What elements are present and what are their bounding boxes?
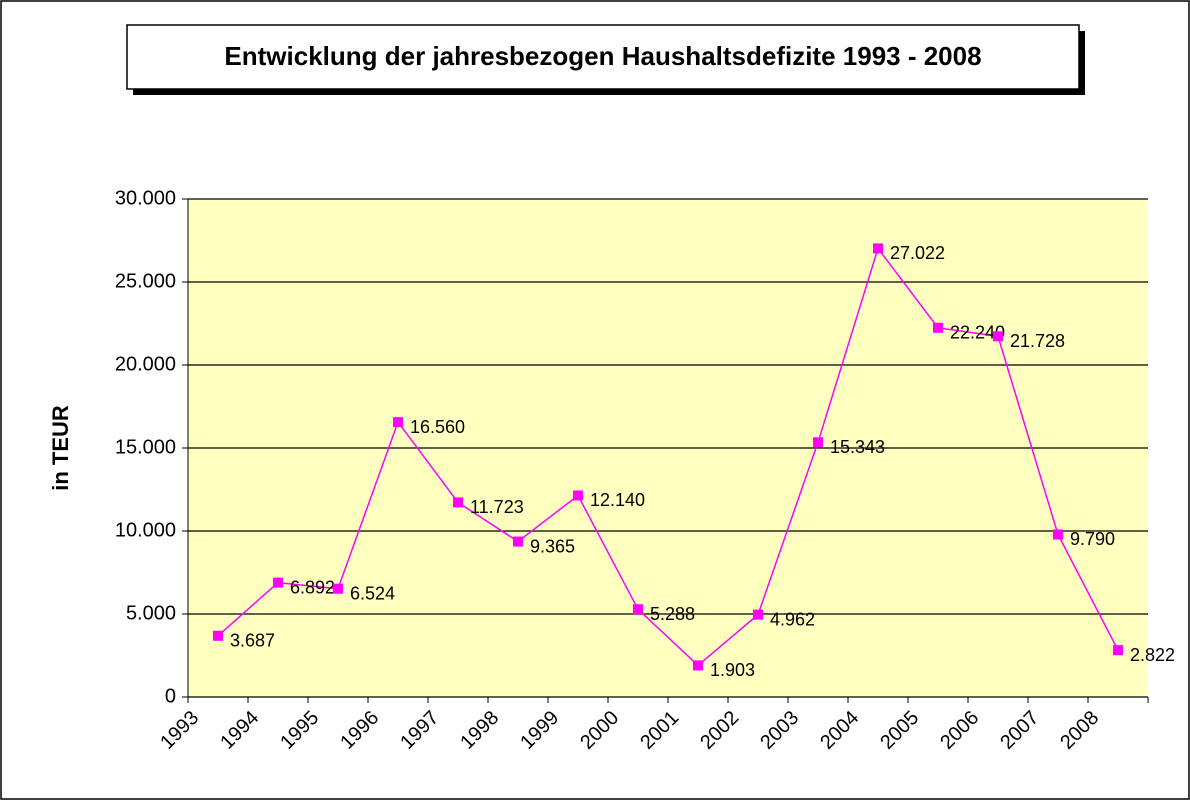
data-label: 6.892 (290, 577, 335, 597)
data-label: 6.524 (350, 583, 395, 603)
data-marker (753, 609, 763, 620)
y-tick-label: 0 (165, 685, 176, 707)
y-tick-label: 30.000 (115, 187, 176, 209)
data-marker (333, 583, 343, 594)
data-label: 9.790 (1070, 529, 1115, 549)
data-marker (393, 417, 403, 428)
data-label: 15.343 (830, 437, 885, 457)
data-label: 9.365 (530, 536, 575, 556)
title-box (126, 24, 1080, 90)
y-tick-label: 10.000 (115, 519, 176, 541)
data-label: 5.288 (650, 604, 695, 624)
data-marker (933, 322, 943, 333)
data-line (217, 246, 1119, 667)
data-marker (213, 630, 223, 641)
data-marker (1113, 645, 1123, 656)
data-label: 12.140 (590, 490, 645, 510)
data-marker (693, 660, 703, 671)
y-axis-label: in TEUR (48, 405, 73, 491)
y-tick-label: 5.000 (126, 602, 176, 624)
data-label: 1.903 (710, 660, 755, 680)
data-label: 4.962 (770, 609, 815, 629)
data-marker (993, 331, 1003, 342)
data-label: 21.728 (1010, 331, 1065, 351)
data-label: 27.022 (890, 243, 945, 263)
y-tick-label: 20.000 (115, 353, 176, 375)
y-tick-label: 25.000 (115, 270, 176, 292)
data-marker (813, 437, 823, 448)
data-marker (513, 536, 523, 547)
data-label: 22.240 (950, 323, 1005, 343)
chart-title: Entwicklung der jahresbezogen Haushaltsd… (224, 41, 981, 71)
data-marker (573, 490, 583, 501)
data-label: 3.687 (230, 631, 275, 651)
data-marker (873, 243, 883, 254)
y-tick-label: 15.000 (115, 436, 176, 458)
data-label: 11.723 (470, 497, 524, 517)
data-marker (633, 604, 643, 615)
data-marker (273, 577, 283, 588)
data-marker (1053, 529, 1063, 540)
data-marker (453, 497, 463, 508)
data-label: 16.560 (410, 417, 465, 437)
data-label: 2.822 (1130, 645, 1175, 665)
